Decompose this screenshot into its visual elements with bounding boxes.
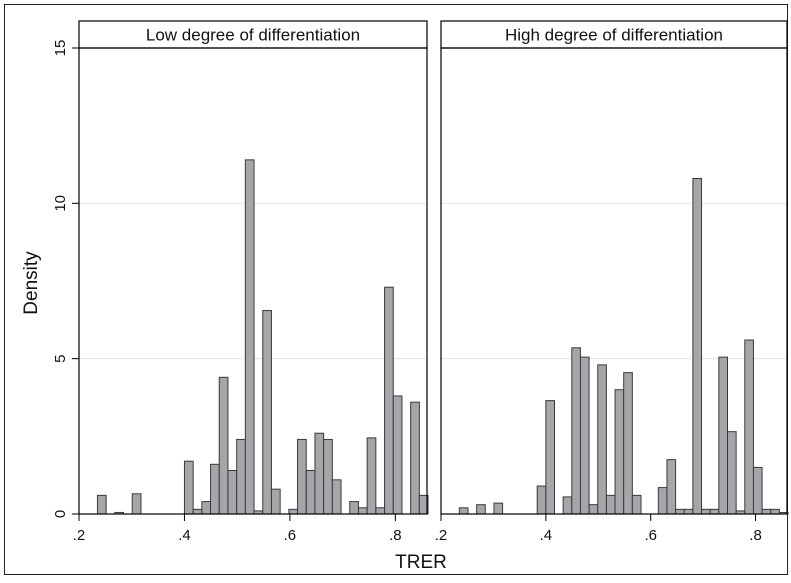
x-tick-label: .2	[73, 527, 86, 544]
histogram-bar	[744, 339, 754, 515]
y-tick-label: 0	[52, 510, 69, 518]
x-tick-label: .8	[749, 527, 762, 544]
histogram-bar	[761, 508, 772, 515]
histogram-bar	[262, 310, 272, 515]
histogram-bar	[476, 504, 486, 515]
panel-1: Low degree of differentiation .2 .4 .6 .8	[73, 20, 429, 544]
panel-header	[440, 20, 788, 49]
histogram-bar	[536, 485, 547, 515]
histogram-bar	[192, 508, 203, 515]
histogram-bar	[305, 470, 316, 515]
histogram-bar	[323, 438, 333, 515]
histogram-bar	[201, 501, 212, 515]
histogram-bar	[384, 286, 394, 515]
histogram-bar	[605, 494, 616, 515]
histogram-bar	[357, 507, 368, 515]
histogram-bar	[709, 508, 720, 515]
histogram-bar	[562, 496, 573, 515]
histogram-bar	[458, 507, 469, 515]
histogram-bar	[770, 508, 780, 515]
histogram-bar	[597, 364, 607, 515]
histogram-bar	[96, 494, 107, 515]
panel-title: High degree of differentiation	[505, 26, 723, 45]
histogram-bar	[375, 507, 386, 515]
y-axis-label: Density	[21, 251, 42, 315]
histogram-bar	[545, 400, 555, 515]
x-tick-label: .4	[540, 527, 553, 544]
histogram-bar	[392, 395, 403, 515]
histogram-bar	[410, 401, 420, 515]
histogram-bar	[588, 504, 599, 515]
plot-frame	[78, 47, 428, 515]
histogram-bar	[270, 488, 281, 515]
histogram-bar	[726, 431, 737, 515]
histogram-bar	[718, 356, 728, 515]
histogram-bar	[218, 376, 229, 515]
histogram-bar	[210, 463, 220, 515]
histogram-bar	[623, 372, 633, 515]
histogram-bar	[701, 508, 711, 515]
histogram-bar	[227, 470, 238, 515]
histogram-bar	[349, 501, 359, 515]
y-tick-label: 15	[52, 40, 69, 57]
y-tick-label: 5	[52, 354, 69, 362]
histogram-bar	[631, 494, 642, 515]
histogram-bar	[675, 508, 685, 515]
x-tick-label: .6	[284, 527, 297, 544]
panel-2: High degree of differentiation .2 .4 .6 .8	[435, 20, 789, 544]
x-tick-label: .6	[644, 527, 657, 544]
histogram-bar	[493, 502, 504, 515]
histogram-bar	[288, 508, 299, 515]
histogram-bar	[571, 347, 581, 515]
histogram-bar	[314, 432, 325, 515]
histogram-bar	[131, 493, 142, 515]
y-tick-label: 10	[52, 195, 69, 212]
histogram-bar	[579, 356, 590, 515]
histogram-bar	[366, 437, 377, 515]
histogram-bar	[614, 389, 625, 515]
x-tick-label: .8	[389, 527, 402, 544]
histogram-bar	[244, 159, 255, 515]
histogram-bar	[297, 438, 307, 515]
histogram-bar	[752, 466, 763, 515]
histogram-bar	[692, 177, 703, 515]
histogram-bar	[657, 487, 668, 515]
plot-frame	[440, 47, 788, 515]
x-tick-label: .2	[435, 527, 448, 544]
x-tick-label: .4	[178, 527, 191, 544]
histogram-bar	[331, 479, 342, 515]
histogram-bar	[236, 438, 246, 515]
histogram-bar	[666, 459, 677, 515]
x-axis-label: TRER	[395, 552, 447, 573]
panel-title: Low degree of differentiation	[146, 26, 360, 45]
histogram-bar	[183, 460, 194, 515]
histogram-bar	[683, 508, 694, 515]
